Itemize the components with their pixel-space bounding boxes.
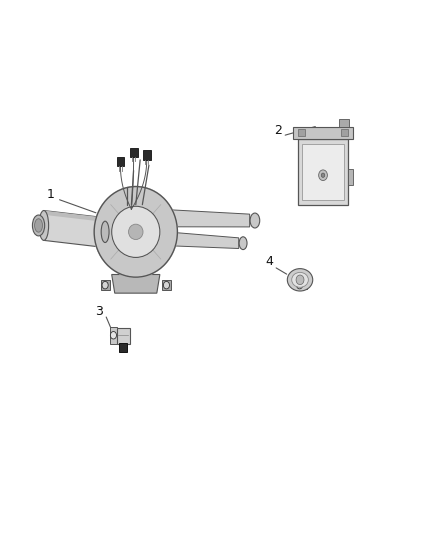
Text: 3: 3 xyxy=(95,305,102,318)
Ellipse shape xyxy=(129,224,143,239)
Circle shape xyxy=(297,281,303,289)
Polygon shape xyxy=(162,280,171,290)
Polygon shape xyxy=(94,187,177,277)
Polygon shape xyxy=(169,210,250,227)
Ellipse shape xyxy=(292,272,308,287)
Ellipse shape xyxy=(250,213,260,228)
Bar xyxy=(117,157,124,166)
Bar xyxy=(117,328,130,344)
Circle shape xyxy=(110,332,117,339)
Bar xyxy=(298,129,305,136)
Bar xyxy=(110,327,117,344)
Bar xyxy=(293,127,353,139)
Polygon shape xyxy=(101,280,110,290)
Ellipse shape xyxy=(239,237,247,249)
Bar xyxy=(130,148,138,157)
Bar xyxy=(339,119,349,127)
Text: 4: 4 xyxy=(265,255,273,268)
Polygon shape xyxy=(112,206,160,257)
Text: 2: 2 xyxy=(274,124,282,137)
Bar xyxy=(348,169,353,185)
Polygon shape xyxy=(94,187,177,277)
Polygon shape xyxy=(44,211,99,221)
Bar xyxy=(293,279,307,289)
Bar xyxy=(302,144,344,200)
Ellipse shape xyxy=(39,211,49,240)
Text: 1: 1 xyxy=(46,188,54,201)
Ellipse shape xyxy=(35,219,42,232)
Bar xyxy=(119,343,127,352)
Ellipse shape xyxy=(32,215,45,236)
Bar xyxy=(143,150,151,160)
Ellipse shape xyxy=(287,269,313,291)
Circle shape xyxy=(319,170,328,181)
Polygon shape xyxy=(112,274,160,293)
Bar xyxy=(341,129,348,136)
Polygon shape xyxy=(44,211,99,247)
Bar xyxy=(298,139,348,205)
Circle shape xyxy=(321,173,325,177)
Polygon shape xyxy=(165,232,239,248)
Ellipse shape xyxy=(101,221,109,243)
Circle shape xyxy=(102,281,108,289)
Circle shape xyxy=(163,281,170,289)
Circle shape xyxy=(296,275,304,285)
